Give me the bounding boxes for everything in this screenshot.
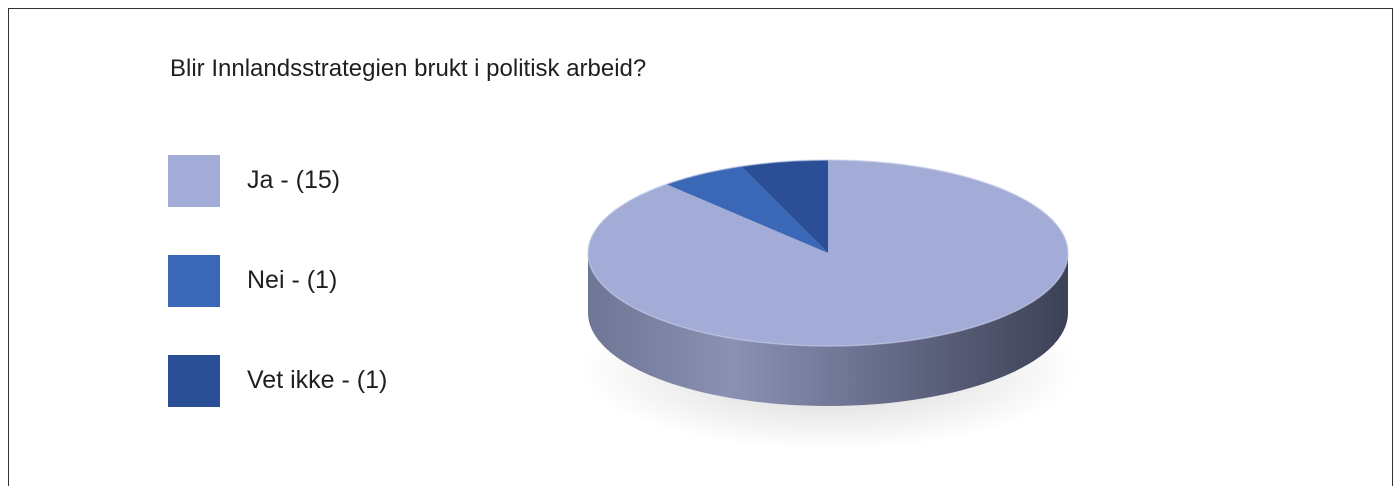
pie-side: [588, 253, 1068, 406]
pie-slice-vet-ikke: [741, 160, 828, 253]
legend-label-vet-ikke: Vet ikke - (1): [247, 366, 388, 394]
chart-title: Blir Innlandsstrategien brukt i politisk…: [170, 55, 647, 82]
legend-label-ja: Ja - (15): [247, 166, 341, 194]
pie-rim: [587, 159, 1069, 347]
pie-slice-nei: [666, 166, 828, 253]
legend-swatch-vet-ikke: [168, 355, 220, 407]
legend-swatch-ja: [168, 155, 220, 207]
legend-label-nei: Nei - (1): [247, 266, 338, 294]
legend-swatch-nei: [168, 255, 220, 307]
pie-slice-ja: [588, 160, 1069, 346]
